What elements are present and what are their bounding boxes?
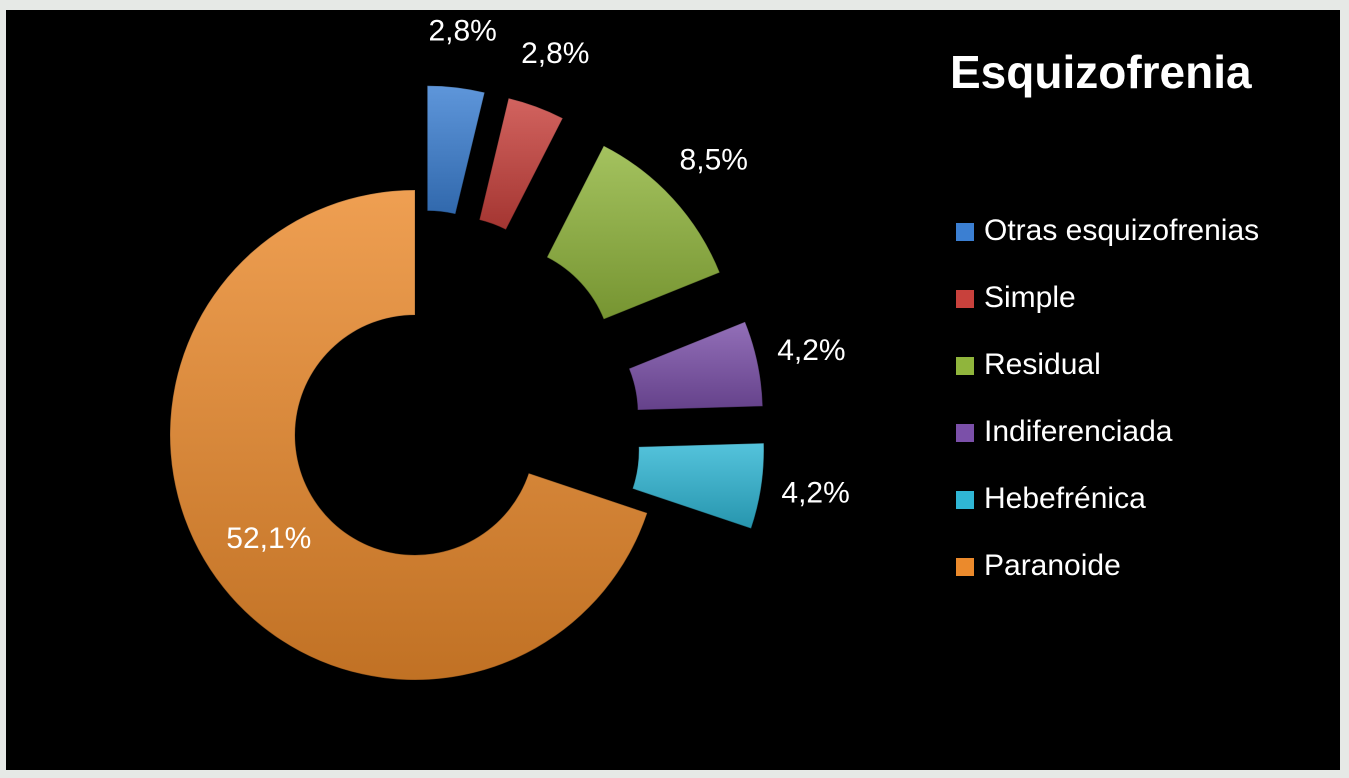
data-label: 4,2%	[781, 476, 849, 509]
legend-swatch	[956, 290, 974, 308]
legend-swatch	[956, 424, 974, 442]
legend-label: Hebefrénica	[984, 482, 1146, 515]
slice-shade	[546, 145, 720, 320]
legend-label: Indiferenciada	[984, 415, 1173, 448]
slice-shade	[169, 190, 648, 680]
data-label: 52,1%	[226, 522, 311, 555]
data-label: 4,2%	[777, 334, 845, 367]
legend-swatch	[956, 223, 974, 241]
chart-title: Esquizofrenia	[950, 46, 1252, 98]
slice-shade	[629, 321, 763, 410]
slice-shade	[427, 85, 485, 215]
legend-label: Paranoide	[984, 549, 1121, 582]
legend-swatch	[956, 558, 974, 576]
data-label: 2,8%	[428, 15, 496, 48]
slice-shade	[479, 98, 563, 230]
slice-shade	[632, 443, 764, 529]
data-label: 8,5%	[680, 143, 748, 176]
legend-label: Otras esquizofrenias	[984, 214, 1259, 247]
data-label: 2,8%	[521, 37, 589, 70]
legend-swatch	[956, 357, 974, 375]
legend-label: Residual	[984, 348, 1101, 381]
legend-swatch	[956, 491, 974, 509]
legend-label: Simple	[984, 281, 1076, 314]
